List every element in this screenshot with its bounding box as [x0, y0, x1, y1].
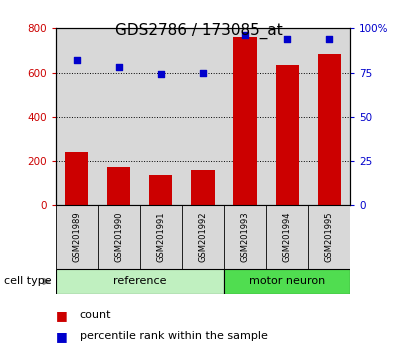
Point: [284, 36, 290, 42]
Text: ■: ■: [56, 309, 68, 321]
Text: percentile rank within the sample: percentile rank within the sample: [80, 331, 267, 341]
Point: [200, 70, 206, 75]
Bar: [65, 152, 88, 205]
Text: GSM201991: GSM201991: [156, 212, 166, 262]
Bar: [149, 176, 172, 205]
Text: ■: ■: [56, 330, 68, 343]
Bar: [275, 65, 298, 205]
Bar: [107, 167, 131, 205]
Text: cell type: cell type: [4, 276, 52, 286]
Text: reference: reference: [113, 276, 167, 286]
Point: [242, 33, 248, 38]
Bar: [318, 54, 341, 205]
Text: GSM201995: GSM201995: [325, 212, 334, 262]
Point: [158, 72, 164, 77]
Point: [326, 36, 332, 42]
Text: GSM201993: GSM201993: [240, 212, 250, 263]
Text: GSM201994: GSM201994: [283, 212, 292, 262]
Text: GSM201990: GSM201990: [114, 212, 123, 262]
Text: motor neuron: motor neuron: [249, 276, 325, 286]
Bar: [191, 170, 215, 205]
Bar: [224, 269, 350, 294]
Text: GSM201992: GSM201992: [199, 212, 207, 262]
Point: [116, 64, 122, 70]
Point: [74, 57, 80, 63]
Bar: [56, 269, 224, 294]
Text: count: count: [80, 310, 111, 320]
Text: GDS2786 / 173085_at: GDS2786 / 173085_at: [115, 23, 283, 39]
Bar: [234, 37, 257, 205]
Text: GSM201989: GSM201989: [72, 212, 81, 263]
